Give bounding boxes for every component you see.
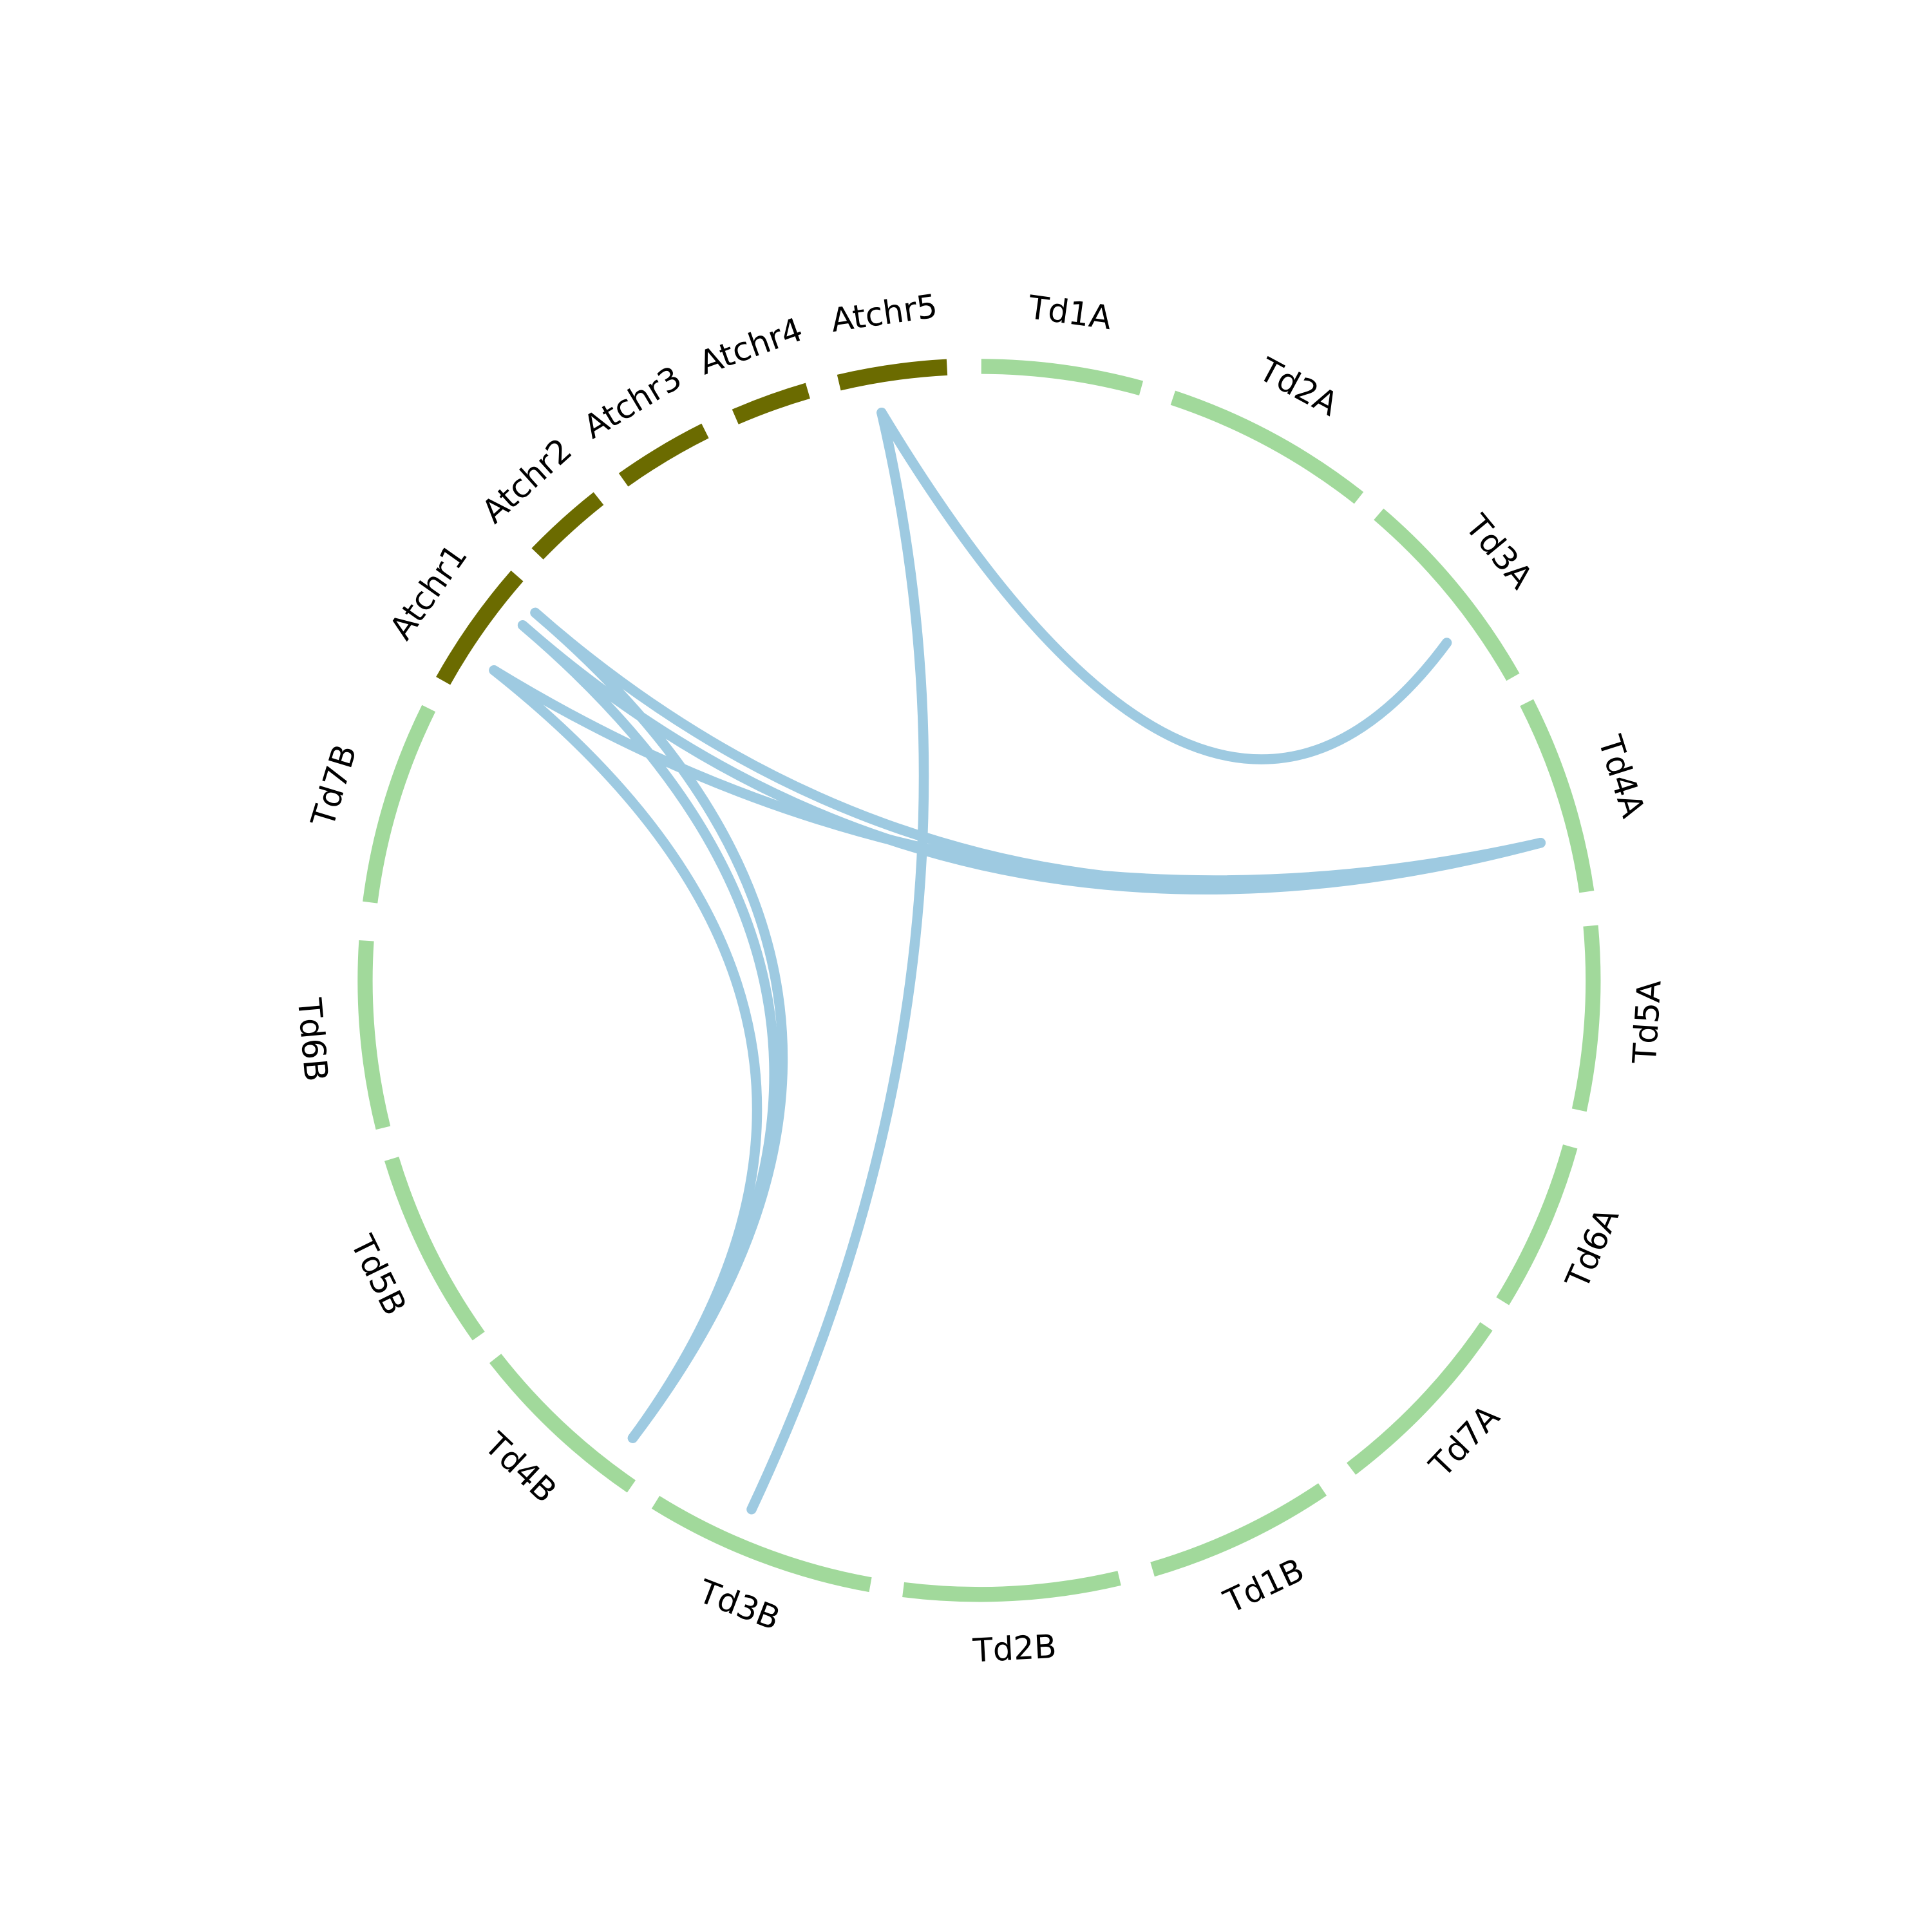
segment-arc: [732, 383, 810, 424]
segment-arc: [1571, 925, 1601, 1112]
segment-arc: [384, 1157, 485, 1341]
segment-arc: [1496, 1144, 1578, 1305]
segment-label: Atchr5: [829, 287, 940, 339]
segment-label: Td5B: [343, 1229, 415, 1321]
segment-arc: [981, 359, 1144, 395]
segment-arc: [1374, 508, 1520, 681]
segment-label: Td5A: [1625, 979, 1669, 1065]
segment-label: Atchr4: [694, 310, 808, 383]
segment-arc: [531, 492, 604, 560]
segment-arc: [618, 423, 709, 487]
link: [530, 607, 788, 1443]
segment-label: Atchr2: [475, 431, 580, 531]
segment-label: Td3B: [693, 1572, 785, 1638]
segment-label: Atchr1: [382, 537, 475, 647]
segment-label: Td4A: [1591, 730, 1653, 822]
links: [489, 408, 1546, 1515]
link: [746, 408, 929, 1515]
segment-arc: [1520, 699, 1595, 893]
segment-arc: [837, 359, 948, 391]
segment-arc: [436, 571, 524, 685]
segment-arc: [1150, 1483, 1327, 1577]
segment-arc: [1170, 390, 1364, 504]
segment-label: Td4B: [477, 1425, 565, 1510]
link: [876, 408, 1452, 764]
segment-label: Td3A: [1457, 507, 1540, 596]
segment-arc: [902, 1571, 1121, 1602]
link: [517, 620, 779, 1443]
segment-label: Td1B: [1218, 1551, 1310, 1621]
segment-arc: [363, 705, 436, 904]
segment-label: Td2B: [971, 1627, 1057, 1670]
segment-label: Td7B: [303, 740, 364, 831]
segment-label: Td6B: [290, 996, 336, 1083]
segment-label: Td6A: [1558, 1202, 1627, 1295]
segment-label: Td2A: [1253, 350, 1345, 424]
segment-label: Atchr3: [577, 359, 688, 446]
segment-arc: [489, 1354, 636, 1493]
segment-label: Td7A: [1421, 1397, 1507, 1485]
link: [530, 607, 1546, 889]
segment-arc: [651, 1495, 872, 1593]
segment-arc: [357, 940, 391, 1130]
segment-label: Td1A: [1025, 288, 1114, 337]
segment-arc: [1347, 1322, 1493, 1475]
